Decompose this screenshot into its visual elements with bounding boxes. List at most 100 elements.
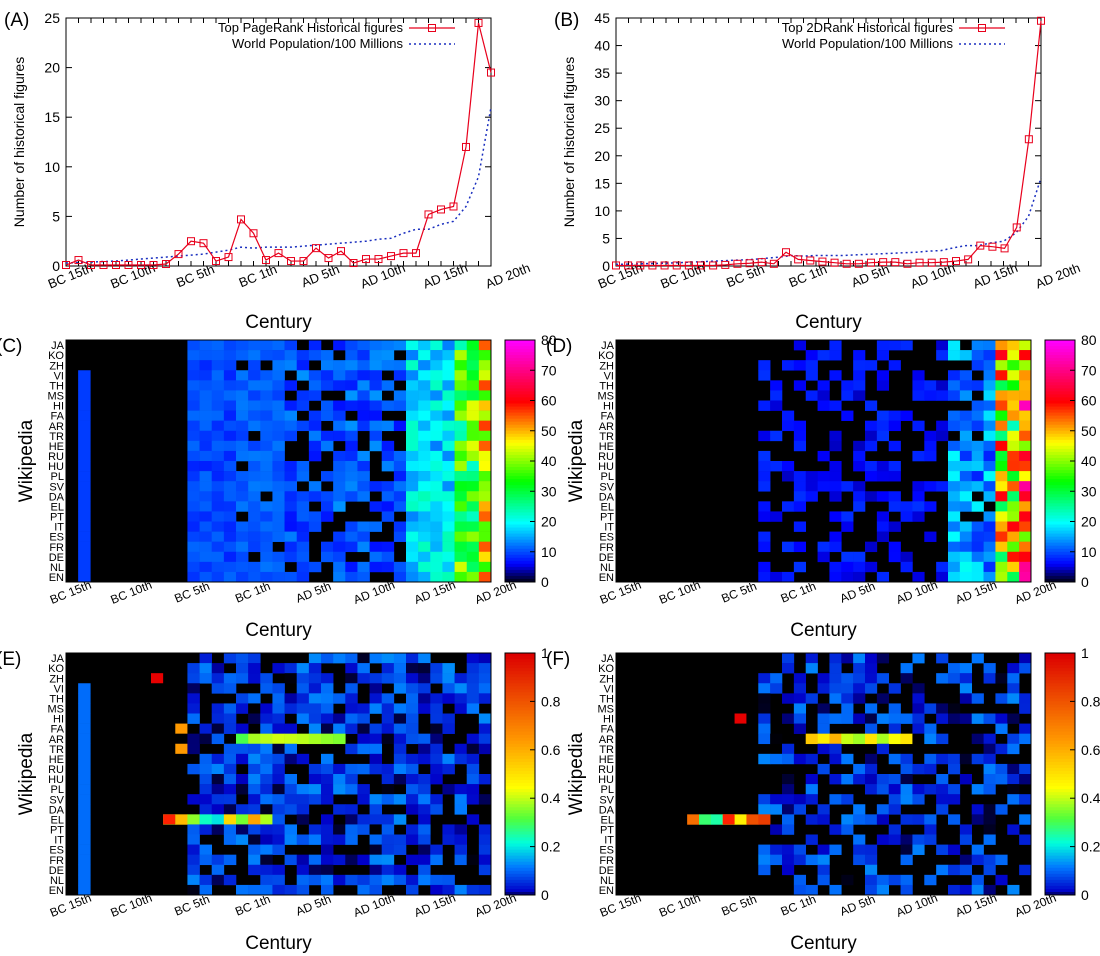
heatmap-cell-d [983,430,996,442]
heatmap-cell-c [296,350,310,361]
heatmap-cell-f [924,814,937,825]
heatmap-cell-e [321,723,334,734]
heatmap-cell-f [793,804,807,815]
heatmap-cell-c [308,440,322,452]
heatmap-cell-d [782,420,795,432]
heatmap-cell-c [333,471,346,482]
heatmap-cell-c [478,380,492,391]
heatmap-cell-c [478,461,492,472]
figures-point-a [249,229,258,238]
language-label-f: TR [599,744,614,756]
heatmap-cell-c [369,390,383,401]
heatmap-cell-f [900,814,913,825]
heatmap-cell-f [959,884,973,896]
heatmap-cell-c [442,410,455,421]
heatmap-cell-f [983,733,996,745]
colorbar-segment-d [1045,433,1075,438]
heatmap-cell-d [959,481,973,492]
heatmap-cell-c [466,511,480,522]
heatmap-cell-f [817,814,830,825]
heatmap-cell-d [971,410,984,421]
heatmap-cell-d [1007,491,1020,502]
heatmap-cell-f [912,733,925,745]
language-label-f: EN [599,885,614,897]
heatmap-cell-e [284,723,298,734]
heatmap-cell-e [236,814,249,825]
y-tick-label-a: 20 [44,60,60,76]
heatmap-cell-c [199,420,213,432]
heatmap-cell-e [321,854,334,866]
heatmap-cell-e [393,763,407,775]
heatmap-cell-d [948,531,961,542]
heatmap-cell-c [78,461,91,472]
heatmap-cell-c [236,380,249,391]
heatmap-cell-c [454,521,468,532]
heatmap-cell-c [369,481,383,492]
heatmap-cell-c [248,501,261,512]
heatmap-cell-d [782,360,795,371]
heatmap-cell-f [865,864,878,876]
colorbar-segment-e [505,888,535,893]
heatmap-cell-f [888,683,901,694]
language-label-d: HI [603,401,614,413]
heatmap-cell-e [187,663,200,674]
figures-point-a [137,261,145,270]
heatmap-cell-e [260,703,273,714]
heatmap-cell-c [345,521,358,532]
colorbar-segment-c [505,548,535,553]
heatmap-cell-c [187,450,200,462]
heatmap-cell-e [333,784,346,795]
heatmap-cell-f [900,794,913,805]
colorbar-tick-label-f: 1 [1081,645,1089,661]
heatmap-cell-e [406,774,419,785]
heatmap-cell-e [199,874,213,886]
heatmap-cell-d [959,370,973,381]
heatmap-cell-d [1019,511,1032,522]
colorbar-segment-c [505,445,535,450]
heatmap-cell-d [948,491,961,502]
heatmap-cell-f [770,673,783,684]
heatmap-cell-c [418,461,431,472]
y-axis-label-a: Number of historical figures [11,57,27,227]
language-label-c: FR [49,542,64,554]
heatmap-cell-d [793,360,807,371]
heatmap-cell-f [793,844,807,855]
heatmap-cell-f [758,854,771,866]
heatmap-cell-e [369,693,383,704]
heatmap-cell-d [1007,571,1020,583]
figures-point-b [612,261,620,270]
heatmap-cell-c [223,541,237,553]
heatmap-cell-e [478,794,492,805]
colorbar-segment-d [1045,403,1075,408]
heatmap-cell-e [406,884,419,896]
colorbar-segment-f [1045,792,1075,796]
heatmap-cell-c [393,400,407,411]
heatmap-cell-f [865,763,878,775]
heatmap-cell-c [478,541,492,553]
figures-point-b [757,258,766,267]
heatmap-cell-d [805,471,818,482]
colorbar-segment-e [505,774,535,778]
x-tick-label-e: BC 1th [233,892,272,919]
heatmap-cell-d [924,440,937,452]
heatmap-cell-c [260,471,273,482]
heatmap-cell-c [284,501,298,512]
heatmap-cell-f [936,673,949,684]
figures-point-b [1024,135,1033,144]
heatmap-cell-e [430,844,443,855]
heatmap-cell-d [995,340,1008,351]
heatmap-cell-c [357,360,370,371]
heatmap-cell-d [876,340,890,351]
heatmap-cell-f [1007,884,1020,896]
figures-point-a [62,261,70,270]
heatmap-cell-f [829,774,842,785]
heatmap-cell-e [223,723,237,734]
legend-label-pop-a: World Population/100 Millions [232,36,404,51]
heatmap-cell-d [995,561,1008,573]
heatmap-cell-e [478,884,492,896]
colorbar-segment-c [505,412,535,417]
heatmap-cell-e [284,794,298,805]
heatmap-cell-c [393,461,407,472]
heatmap-cell-f [1019,693,1032,704]
